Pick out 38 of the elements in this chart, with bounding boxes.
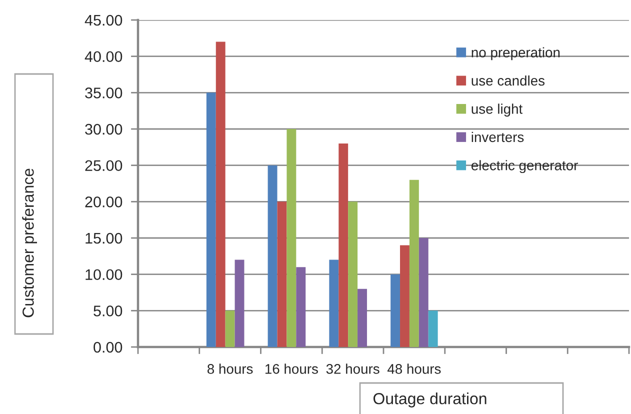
- y-tick-label: 40.00: [84, 51, 122, 62]
- bar: [206, 92, 216, 347]
- bar: [390, 274, 400, 347]
- legend-label: use light: [472, 104, 523, 117]
- bar: [348, 202, 358, 347]
- y-tick-label: 20.00: [85, 196, 122, 208]
- y-tick-label: 35.00: [85, 88, 122, 98]
- x-tick-label: 8 hours: [208, 364, 253, 374]
- bar: [358, 288, 367, 347]
- y-tick-label: 45.00: [84, 14, 122, 26]
- x-tick-label: 16 hours: [265, 364, 318, 374]
- legend-label: electric generator: [471, 160, 578, 174]
- x-axis-title: Outage duration: [373, 392, 486, 408]
- x-tick-label: 32 hours: [326, 364, 380, 374]
- bar: [418, 238, 428, 347]
- legend-label: use candles: [472, 75, 545, 86]
- y-axis-title: Customer preferance: [22, 168, 37, 318]
- bar: [225, 310, 235, 347]
- y-tick-label: 30.00: [85, 124, 122, 135]
- x-tick-label: 48 hours: [387, 364, 441, 374]
- bar: [286, 129, 296, 347]
- bar: [296, 267, 306, 347]
- bar: [428, 310, 438, 347]
- bar: [277, 202, 287, 347]
- y-tick-label: 25.00: [85, 160, 122, 172]
- bar: [409, 180, 419, 347]
- y-tick-label: 0.00: [94, 342, 122, 353]
- y-tick-label: 15.00: [86, 232, 122, 244]
- bar: [216, 42, 226, 347]
- bar: [338, 144, 348, 347]
- legend-label: no preperation: [472, 47, 560, 60]
- y-tick-label: 10.00: [86, 269, 122, 280]
- bar: [234, 260, 244, 347]
- bar: [329, 260, 339, 347]
- bar: [400, 245, 410, 347]
- y-tick-label: 5.00: [94, 306, 122, 316]
- legend-label: inverters: [472, 132, 524, 142]
- bar: [268, 165, 278, 347]
